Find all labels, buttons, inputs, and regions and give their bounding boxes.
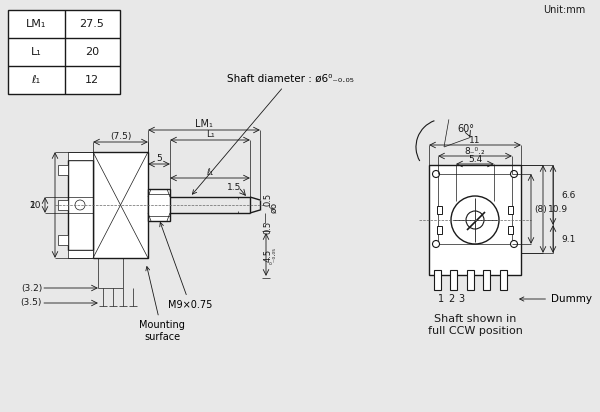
Text: Shaft diameter : ø6⁰₋₀.₀₅: Shaft diameter : ø6⁰₋₀.₀₅ xyxy=(193,74,353,194)
Bar xyxy=(437,226,442,234)
Text: 1: 1 xyxy=(438,294,444,304)
Text: Unit:mm: Unit:mm xyxy=(543,5,585,15)
Text: 10.9: 10.9 xyxy=(548,204,568,213)
Text: 20: 20 xyxy=(85,47,99,57)
Text: ℓ₁: ℓ₁ xyxy=(206,168,214,176)
Text: M9×0.75: M9×0.75 xyxy=(160,222,212,310)
Circle shape xyxy=(511,241,517,248)
Text: LM₁: LM₁ xyxy=(26,19,46,29)
Circle shape xyxy=(466,211,484,229)
Bar xyxy=(58,200,68,210)
Text: 4.5: 4.5 xyxy=(263,248,272,262)
Circle shape xyxy=(451,196,499,244)
Text: LM₁: LM₁ xyxy=(195,119,213,129)
Bar xyxy=(483,270,490,290)
Text: 5.4: 5.4 xyxy=(468,154,482,164)
Circle shape xyxy=(433,241,439,248)
Text: 1.5: 1.5 xyxy=(227,183,241,192)
Bar xyxy=(58,165,68,175)
Text: Mounting
surface: Mounting surface xyxy=(139,267,185,342)
Text: (7.5): (7.5) xyxy=(110,131,131,140)
Text: 0.5: 0.5 xyxy=(263,192,272,206)
Text: (8): (8) xyxy=(534,204,547,213)
Bar xyxy=(58,235,68,245)
Bar xyxy=(451,270,457,290)
Bar xyxy=(68,152,93,160)
Bar xyxy=(8,10,120,94)
Bar xyxy=(68,160,93,250)
Bar xyxy=(437,206,442,214)
Text: Dummy: Dummy xyxy=(520,294,592,304)
Text: 10: 10 xyxy=(29,201,41,209)
Text: 6.6: 6.6 xyxy=(561,190,575,199)
Text: ℓ₁: ℓ₁ xyxy=(31,75,41,85)
Text: (3.2): (3.2) xyxy=(21,283,42,293)
Bar xyxy=(434,270,441,290)
Bar xyxy=(429,165,521,275)
Circle shape xyxy=(433,171,439,178)
Text: ⁰₋₀.₀₅: ⁰₋₀.₀₅ xyxy=(271,246,277,264)
Bar xyxy=(467,270,474,290)
Text: 27.5: 27.5 xyxy=(80,19,104,29)
Bar xyxy=(93,152,148,258)
Text: 2: 2 xyxy=(30,201,35,209)
Text: 12: 12 xyxy=(85,75,99,85)
Text: 11: 11 xyxy=(469,136,481,145)
Text: 60°: 60° xyxy=(458,124,475,134)
Text: L₁: L₁ xyxy=(31,47,41,57)
Bar xyxy=(438,174,512,244)
Text: Shaft shown in
full CCW position: Shaft shown in full CCW position xyxy=(428,314,523,336)
Bar xyxy=(508,226,513,234)
Bar xyxy=(68,250,93,258)
Text: 0.5: 0.5 xyxy=(263,220,272,234)
Text: 2: 2 xyxy=(448,294,454,304)
Text: (3.5): (3.5) xyxy=(20,299,42,307)
Text: ø6: ø6 xyxy=(269,201,278,213)
Circle shape xyxy=(75,200,85,210)
Bar xyxy=(508,206,513,214)
Text: L₁: L₁ xyxy=(206,129,214,138)
Text: 8₋⁰.₂: 8₋⁰.₂ xyxy=(464,147,485,155)
Circle shape xyxy=(511,171,517,178)
Bar xyxy=(500,270,506,290)
Text: 5: 5 xyxy=(156,154,162,162)
Bar xyxy=(148,189,170,221)
Text: 9.1: 9.1 xyxy=(561,234,575,243)
Text: 3: 3 xyxy=(458,294,464,304)
